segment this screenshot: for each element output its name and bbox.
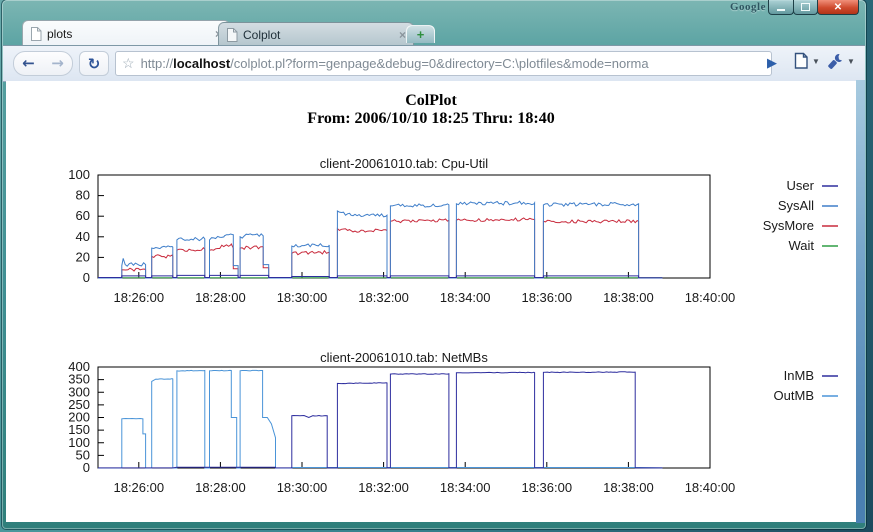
y-tick-label: 150 (68, 422, 90, 437)
y-tick-label: 200 (68, 410, 90, 425)
y-tick-label: 300 (68, 384, 90, 399)
netmbs-chart: client-20061010.tab: NetMBs 0501001502002… (68, 350, 838, 495)
tab-label: plots (47, 26, 73, 41)
url-path: /colplot.pl?form=genpage&debug=0&directo… (230, 56, 649, 71)
tools-menu-button[interactable]: ▼ (827, 52, 855, 70)
google-logo: Google (730, 1, 766, 13)
back-button[interactable]: ← (22, 54, 35, 72)
y-tick-label: 0 (83, 460, 90, 475)
maximize-icon (801, 3, 810, 11)
series-line-inmb (98, 371, 663, 469)
page-title: ColPlot (405, 92, 457, 109)
legend-label-wait: Wait (788, 238, 814, 253)
page-menu-button[interactable]: ▼ (793, 52, 820, 70)
title-bar[interactable]: Google ✕ (2, 0, 866, 17)
url-scheme: http:// (140, 56, 174, 71)
chevron-down-icon: ▼ (812, 56, 820, 66)
minimize-icon (777, 8, 785, 11)
page-favicon (31, 26, 42, 41)
page-favicon (227, 27, 238, 42)
legend-label-user: User (787, 178, 815, 193)
plot-border (97, 174, 711, 279)
close-icon: ✕ (833, 1, 843, 13)
y-tick-label: 60 (76, 208, 90, 223)
legend-label-sysall: SysAll (778, 198, 814, 213)
y-tick-label: 100 (68, 435, 90, 450)
legend-label-sysmore: SysMore (763, 218, 814, 233)
page-subtitle: From: 2006/10/10 18:25 Thru: 18:40 (307, 110, 555, 127)
series-line-sysmore (98, 217, 663, 279)
plot-border (97, 366, 711, 469)
x-tick-label: 18:34:00 (440, 290, 491, 305)
minimize-button[interactable] (768, 0, 794, 15)
new-tab-button[interactable]: + (406, 25, 435, 43)
y-tick-label: 50 (76, 447, 90, 462)
chevron-down-icon: ▼ (847, 56, 855, 66)
forward-button[interactable]: → (51, 54, 64, 72)
x-tick-label: 18:28:00 (195, 290, 246, 305)
window-controls: ✕ (768, 0, 859, 15)
y-tick-label: 80 (76, 188, 90, 203)
tab-strip: plots × Colplot × + (2, 17, 866, 46)
plus-icon: + (416, 26, 425, 42)
legend-label-outmb: OutMB (774, 388, 814, 403)
tab-label: Colplot (243, 27, 281, 42)
x-tick-label: 18:38:00 (603, 480, 654, 495)
x-tick-label: 18:30:00 (277, 480, 328, 495)
y-tick-label: 100 (68, 167, 90, 182)
url-host: localhost (173, 56, 231, 71)
x-tick-label: 18:30:00 (277, 290, 328, 305)
tab-close-icon[interactable]: × (398, 27, 406, 42)
x-tick-label: 18:26:00 (113, 290, 164, 305)
series-line-user (98, 274, 663, 279)
x-tick-label: 18:40:00 (685, 480, 736, 495)
x-tick-label: 18:36:00 (521, 290, 572, 305)
chart-title: client-20061010.tab: NetMBs (320, 350, 488, 365)
y-tick-label: 20 (76, 249, 90, 264)
window-frame-edge (856, 80, 865, 523)
reload-button[interactable]: ↻ (79, 51, 109, 76)
chart-title: client-20061010.tab: Cpu-Util (320, 156, 488, 171)
y-tick-label: 40 (76, 229, 90, 244)
page-menu-icon (794, 52, 808, 69)
page-content: ColPlot From: 2006/10/10 18:25 Thru: 18:… (6, 81, 856, 522)
maximize-button[interactable] (793, 0, 818, 15)
x-tick-label: 18:32:00 (358, 480, 409, 495)
y-tick-label: 0 (83, 270, 90, 285)
tab-plots[interactable]: plots × (22, 20, 230, 46)
x-tick-label: 18:26:00 (113, 480, 164, 495)
address-bar[interactable]: ☆ http://localhost/colplot.pl?form=genpa… (115, 51, 772, 76)
y-tick-label: 250 (68, 397, 90, 412)
tab-colplot[interactable]: Colplot × (218, 22, 414, 46)
x-tick-label: 18:38:00 (603, 290, 654, 305)
close-button[interactable]: ✕ (817, 0, 859, 15)
y-tick-label: 400 (68, 359, 90, 374)
go-button[interactable]: ▶ (767, 55, 777, 70)
wrench-icon (828, 53, 842, 69)
y-tick-label: 350 (68, 372, 90, 387)
cpu-util-chart: client-20061010.tab: Cpu-Util 0 20 40 60 80 10… (68, 156, 838, 305)
x-tick-label: 18:32:00 (358, 290, 409, 305)
x-tick-label: 18:40:00 (685, 290, 736, 305)
x-tick-label: 18:36:00 (521, 480, 572, 495)
bookmark-star-icon[interactable]: ☆ (122, 55, 135, 71)
x-tick-label: 18:34:00 (440, 480, 491, 495)
url-text[interactable]: http://localhost/colplot.pl?form=genpage… (141, 56, 649, 71)
navigation-toolbar: ← → ↻ ☆ http://localhost/colplot.pl?form… (3, 45, 865, 82)
back-forward-group: ← → (13, 51, 73, 76)
series-line-outmb (98, 369, 663, 469)
series-line-sysall (98, 200, 663, 279)
legend-label-inmb: InMB (784, 368, 814, 383)
x-tick-label: 18:28:00 (195, 480, 246, 495)
